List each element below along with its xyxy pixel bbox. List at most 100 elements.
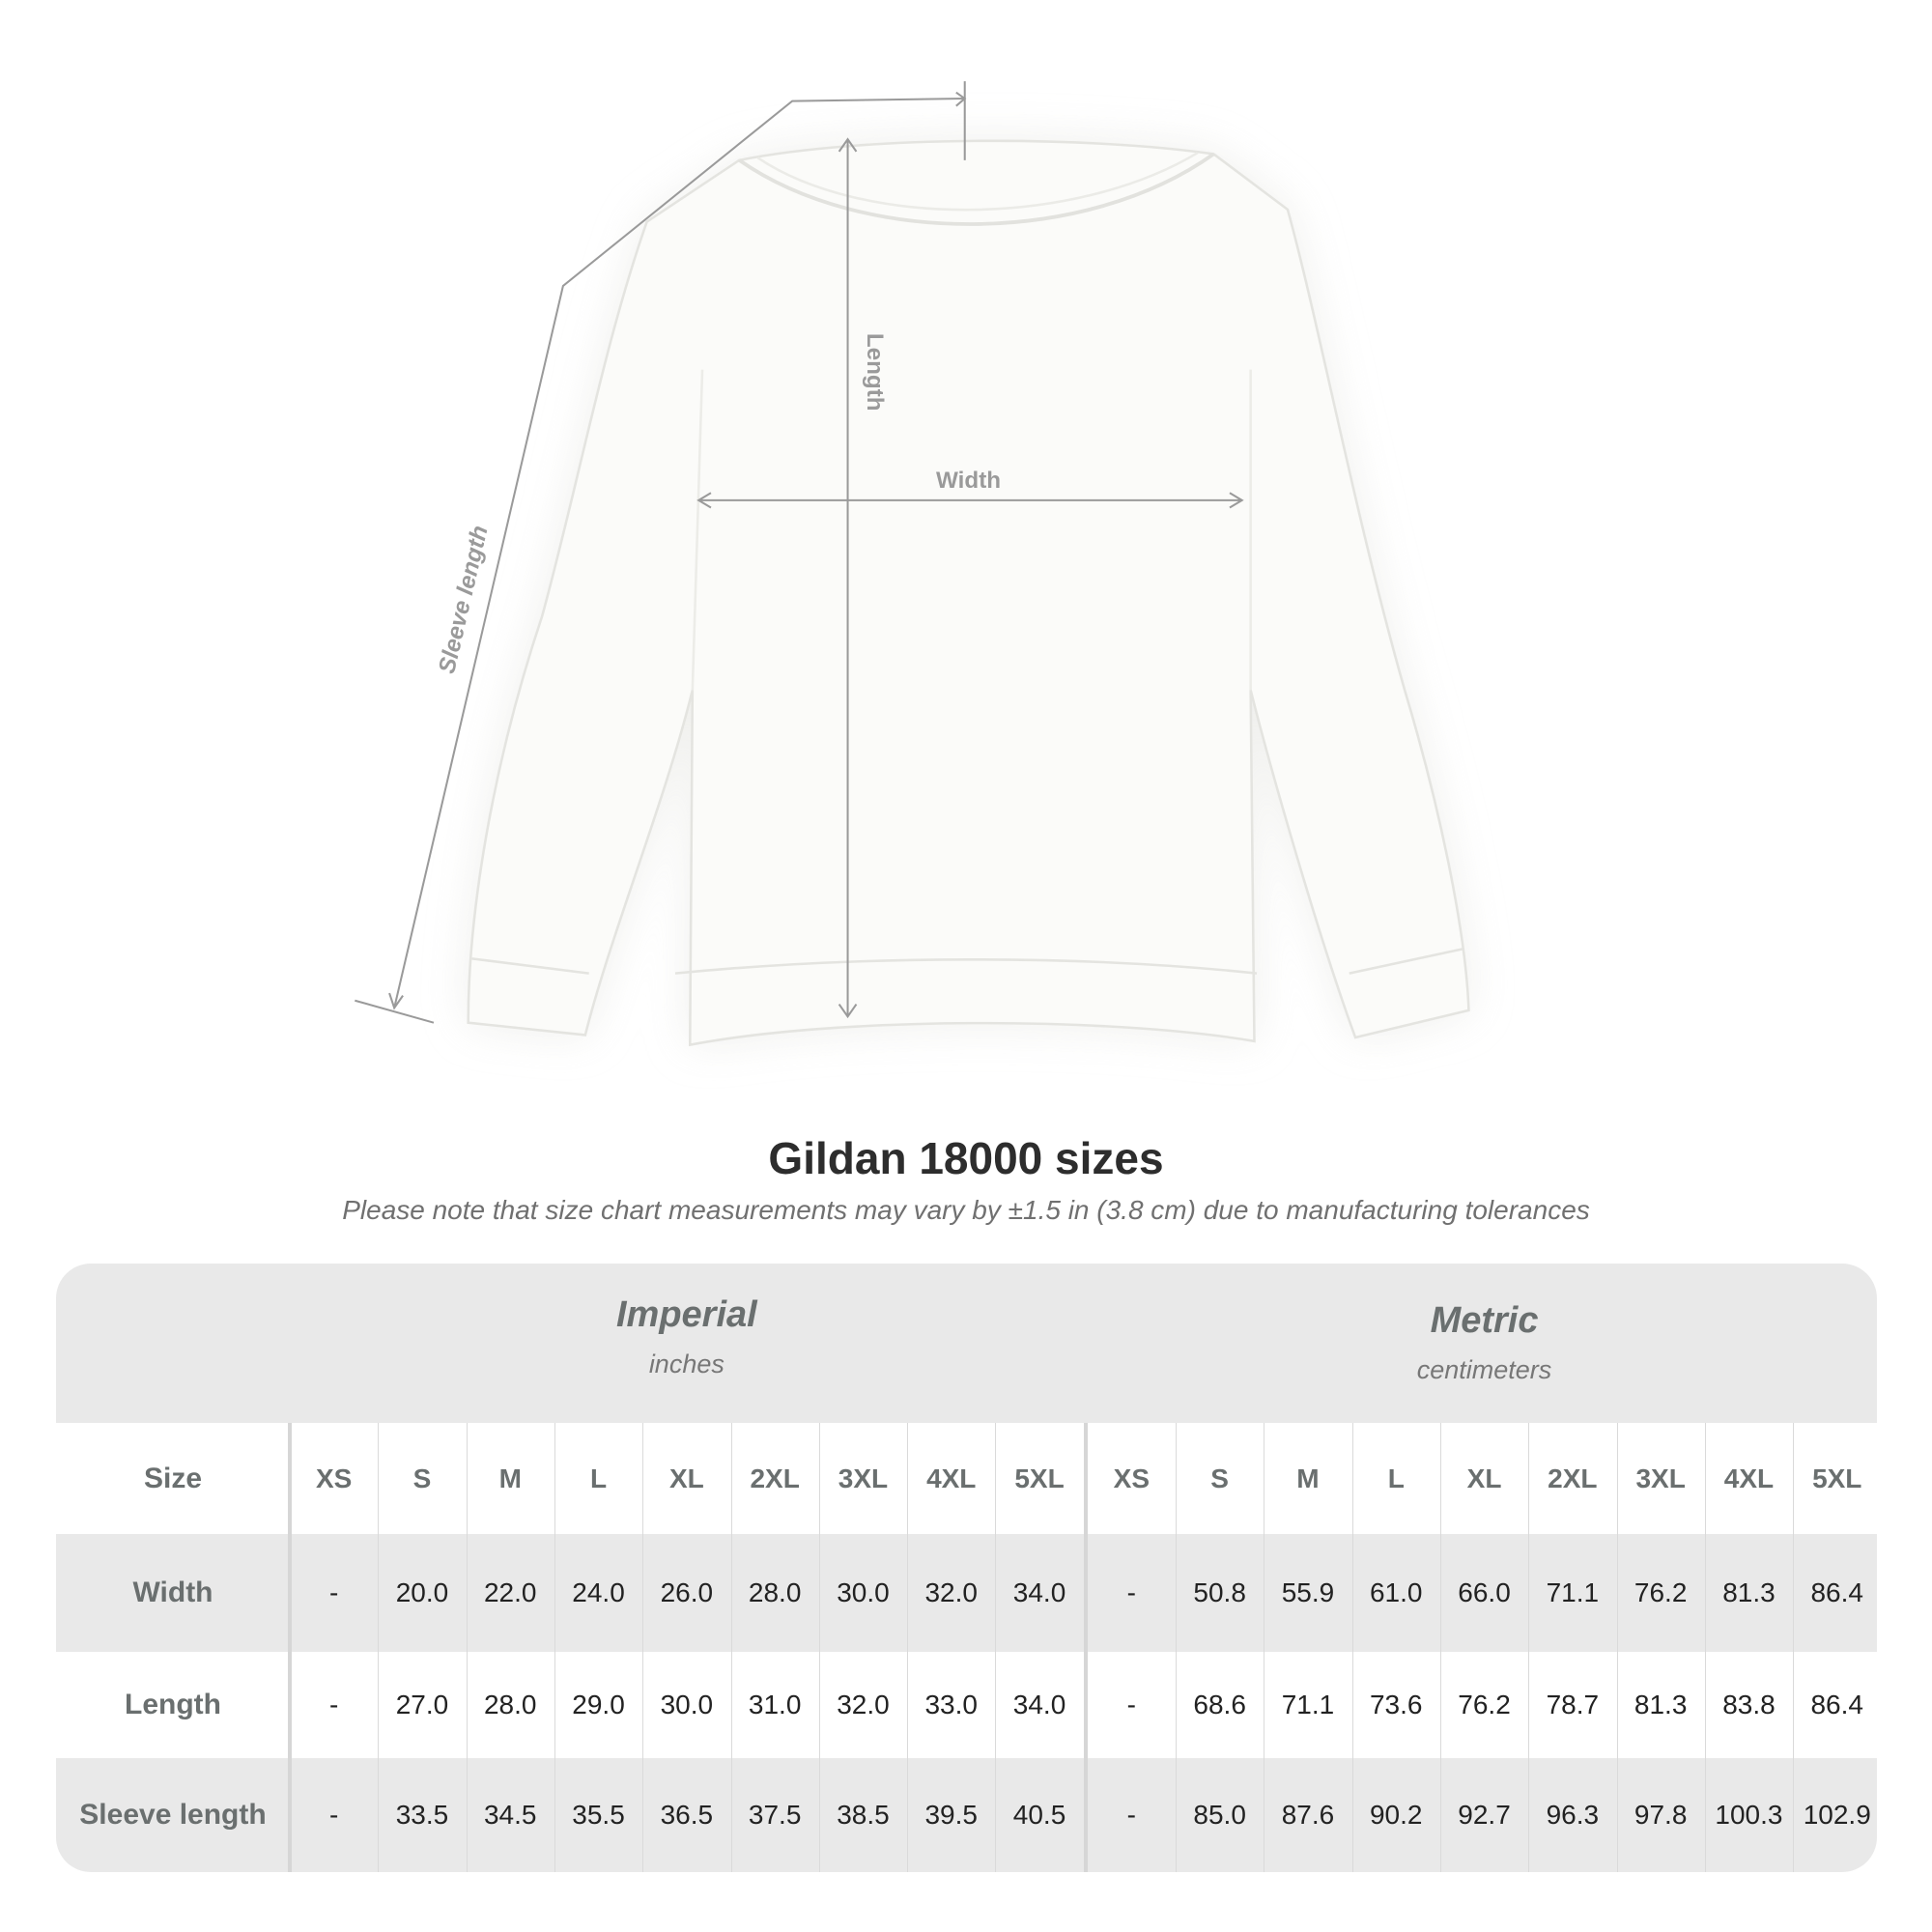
divider [1351, 1423, 1353, 1872]
size-header-imperial: 5XL [1014, 1463, 1065, 1493]
size-chart-table: Imperial inches Metric centimeters Size XS XS S… [56, 1264, 1877, 1872]
divider [1704, 1423, 1706, 1872]
size-header-imperial: XL [668, 1463, 704, 1493]
divider [995, 1423, 997, 1872]
table-cell-imperial: 27.0 [395, 1690, 449, 1719]
table-cell-metric: 92.7 [1458, 1800, 1511, 1830]
table-cell-metric: 83.8 [1722, 1690, 1776, 1719]
width-label: Width [936, 468, 1001, 494]
size-header-metric: XL [1466, 1463, 1502, 1493]
table-cell-imperial: 20.0 [395, 1577, 449, 1607]
sleeve-length-label: Sleeve length [434, 524, 493, 676]
header-band [56, 1264, 1877, 1423]
table-cell-imperial: 37.5 [748, 1800, 802, 1830]
divider [907, 1423, 909, 1872]
table-cell-imperial: - [328, 1800, 339, 1830]
size-header-imperial: 2XL [750, 1463, 800, 1493]
table-cell-imperial: 22.0 [483, 1577, 537, 1607]
table-cell-metric: 102.9 [1803, 1800, 1871, 1830]
row-label: Width [132, 1577, 213, 1608]
table-cell-metric: 76.2 [1458, 1690, 1511, 1719]
table-cell-imperial: 26.0 [660, 1577, 714, 1607]
table-cell-metric: 66.0 [1458, 1577, 1511, 1607]
table-cell-imperial: 30.0 [660, 1690, 714, 1719]
row-label: Length [125, 1689, 221, 1720]
table-cell-imperial: 35.5 [572, 1800, 625, 1830]
table-cell-imperial: 28.0 [748, 1577, 802, 1607]
size-header-metric: L [1387, 1463, 1405, 1493]
sweatshirt-diagram: Width Length Sleeve length [355, 81, 1470, 1047]
size-header-metric: 3XL [1635, 1463, 1686, 1493]
table-cell-imperial: 28.0 [483, 1690, 537, 1719]
size-header-metric: M [1296, 1463, 1320, 1493]
sleeve-measure-line [393, 98, 965, 1009]
table-cell-metric: 100.3 [1715, 1800, 1783, 1830]
size-header-imperial: XS [315, 1463, 353, 1493]
table-cell-metric: - [1126, 1800, 1136, 1830]
row-band-width [56, 1534, 1877, 1652]
divider [1793, 1423, 1795, 1872]
width-measure-line [696, 492, 1244, 509]
table-cell-metric: 55.9 [1281, 1577, 1335, 1607]
size-header-imperial: S [412, 1463, 432, 1493]
row-band-sleeve [56, 1758, 1877, 1872]
table-cell-imperial: - [328, 1577, 339, 1607]
size-header-imperial: 4XL [926, 1463, 977, 1493]
table-cell-imperial: 31.0 [748, 1690, 802, 1719]
size-header-metric: 4XL [1723, 1463, 1775, 1493]
table-cell-imperial: 38.5 [837, 1800, 890, 1830]
table-cell-metric: 96.3 [1546, 1800, 1600, 1830]
sweatshirt-image [467, 139, 1470, 1047]
tolerance-note: Please note that size chart measurements… [342, 1195, 1590, 1225]
divider [730, 1423, 732, 1872]
table-cell-metric: 97.8 [1634, 1800, 1688, 1830]
table-cell-metric: 76.2 [1634, 1577, 1688, 1607]
table-cell-metric: 81.3 [1634, 1690, 1688, 1719]
divider [554, 1423, 555, 1872]
table-cell-imperial: 29.0 [572, 1690, 625, 1719]
divider [1083, 1423, 1088, 1872]
table-cell-imperial: 24.0 [572, 1577, 625, 1607]
metric-unit: centimeters [1416, 1355, 1552, 1384]
table-cell-metric: 86.4 [1810, 1690, 1863, 1719]
imperial-header: Imperial inches [290, 1294, 1084, 1379]
table-cell-metric: 81.3 [1722, 1577, 1776, 1607]
table-cell-imperial: 39.5 [924, 1800, 978, 1830]
measurement-lines [355, 81, 1244, 1024]
metric-title: Metric [1430, 1300, 1539, 1341]
table-cell-metric: 85.0 [1193, 1800, 1246, 1830]
size-header-imperial: L [589, 1463, 608, 1493]
table-cell-metric: 61.0 [1369, 1577, 1423, 1607]
table-cell-metric: 68.6 [1193, 1690, 1246, 1719]
divider [1439, 1423, 1441, 1872]
divider [288, 1423, 292, 1872]
table-cell-metric: 78.7 [1546, 1690, 1600, 1719]
table-cell-imperial: - [328, 1690, 339, 1719]
size-header-imperial: 3XL [838, 1463, 889, 1493]
table-cell-metric: - [1126, 1577, 1136, 1607]
size-header-metric: 2XL [1548, 1463, 1598, 1493]
size-header-imperial: M [498, 1463, 522, 1493]
divider [1528, 1423, 1530, 1872]
table-cell-imperial: 40.5 [1012, 1800, 1066, 1830]
divider [818, 1423, 820, 1872]
length-label: Length [862, 333, 888, 412]
table-cell-imperial: 34.0 [1012, 1690, 1066, 1719]
divider [466, 1423, 468, 1872]
table-cell-imperial: 34.0 [1012, 1577, 1066, 1607]
divider [1616, 1423, 1618, 1872]
imperial-unit: inches [648, 1350, 724, 1378]
table-cell-metric: - [1126, 1690, 1136, 1719]
table-cell-imperial: 36.5 [660, 1800, 714, 1830]
table-cell-imperial: 32.0 [924, 1577, 978, 1607]
page-title: Gildan 18000 sizes [768, 1133, 1164, 1183]
size-label: Size [143, 1462, 203, 1494]
table-cell-imperial: 30.0 [837, 1577, 890, 1607]
size-header-metric: 5XL [1812, 1463, 1862, 1493]
imperial-title: Imperial [615, 1294, 757, 1335]
table-cell-metric: 71.1 [1546, 1577, 1600, 1607]
table-cell-imperial: 33.0 [924, 1690, 978, 1719]
table-cell-metric: 87.6 [1281, 1800, 1335, 1830]
table-cell-metric: 71.1 [1281, 1690, 1335, 1719]
row-label: Sleeve length [79, 1799, 267, 1831]
